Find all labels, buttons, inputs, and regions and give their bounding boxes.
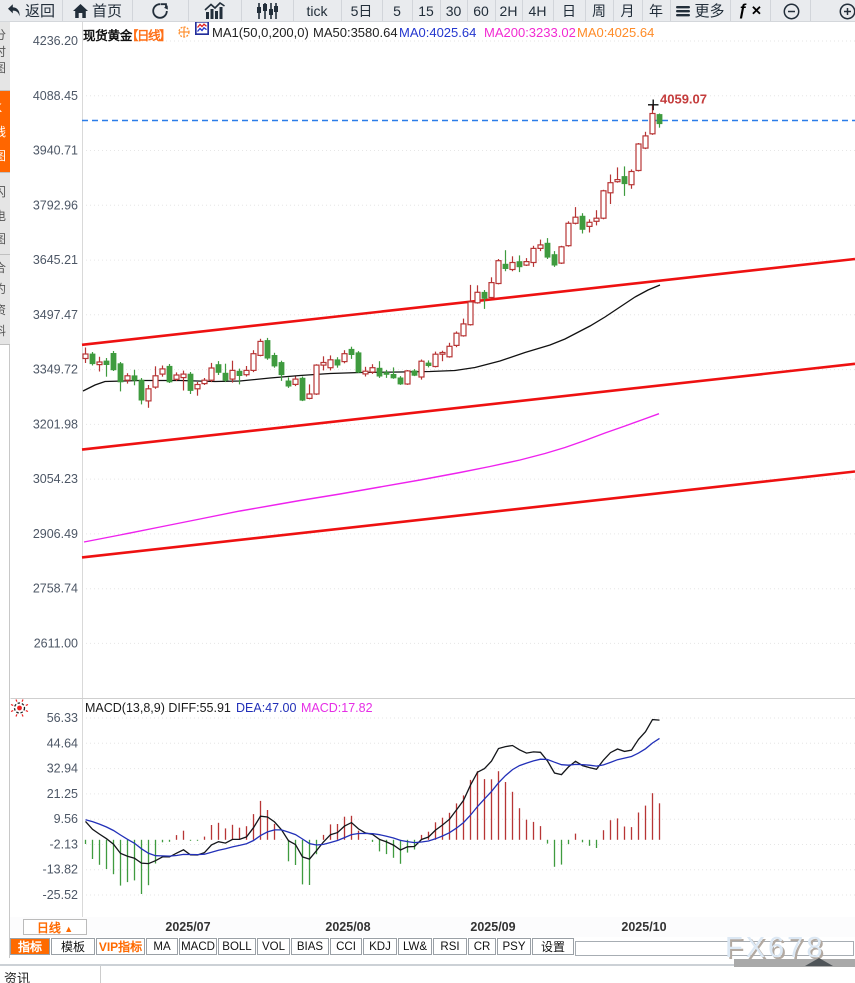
- svg-text:3645.21: 3645.21: [33, 253, 78, 267]
- svg-text:3349.72: 3349.72: [33, 363, 78, 377]
- svg-text:-13.82: -13.82: [43, 863, 78, 877]
- svg-text:MACD:17.82: MACD:17.82: [301, 701, 373, 715]
- svg-text:-2.13: -2.13: [50, 838, 79, 852]
- svg-text:3054.23: 3054.23: [33, 472, 78, 486]
- svg-text:3497.47: 3497.47: [33, 308, 78, 322]
- svg-text:44.64: 44.64: [47, 736, 78, 750]
- svg-text:-25.52: -25.52: [43, 888, 78, 902]
- svg-text:9.56: 9.56: [54, 812, 78, 826]
- svg-text:4236.20: 4236.20: [33, 34, 78, 48]
- svg-text:2758.74: 2758.74: [33, 582, 78, 596]
- svg-text:2611.00: 2611.00: [34, 636, 78, 650]
- svg-text:56.33: 56.33: [47, 711, 78, 725]
- svg-text:21.25: 21.25: [47, 787, 78, 801]
- svg-text:3201.98: 3201.98: [33, 417, 78, 431]
- svg-text:DEA:47.00: DEA:47.00: [236, 701, 297, 715]
- svg-text:3792.96: 3792.96: [33, 198, 78, 212]
- svg-text:4059.07: 4059.07: [660, 92, 707, 107]
- svg-text:3940.71: 3940.71: [33, 144, 78, 158]
- svg-text:32.94: 32.94: [47, 762, 78, 776]
- svg-text:MACD(13,8,9) DIFF:55.91: MACD(13,8,9) DIFF:55.91: [85, 701, 231, 715]
- svg-text:4088.45: 4088.45: [33, 89, 78, 103]
- svg-text:2906.49: 2906.49: [33, 527, 78, 541]
